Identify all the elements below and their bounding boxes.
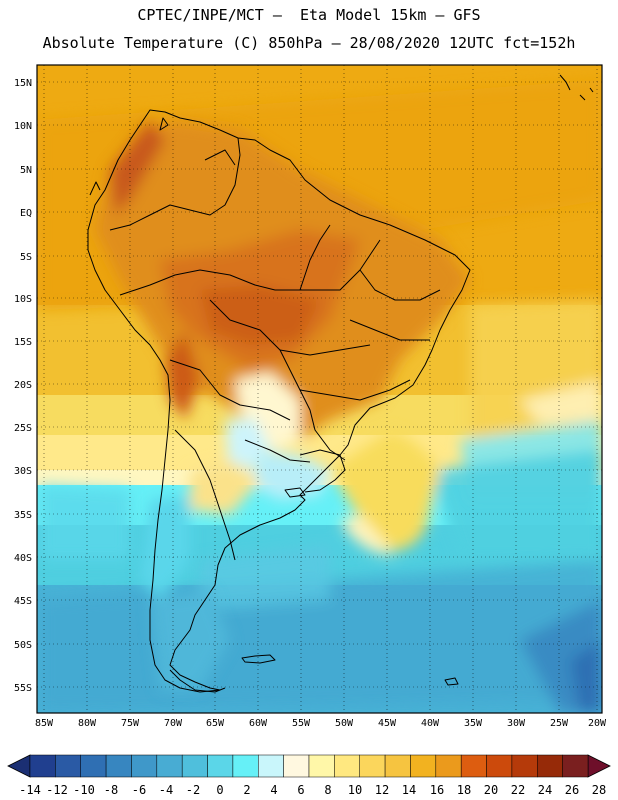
colorbar-tick: 24 (538, 783, 552, 797)
colorbar-tick: 20 (484, 783, 498, 797)
colorbar-low-arrow (7, 754, 31, 778)
colorbar-tick: 18 (457, 783, 471, 797)
lon-label: 75W (121, 718, 140, 729)
colorbar-tick: 22 (511, 783, 525, 797)
lat-label: 40S (14, 553, 32, 564)
colorbar-swatch (486, 754, 513, 778)
lon-label: 55W (292, 718, 311, 729)
lat-label: 30S (14, 466, 32, 477)
lon-label: 50W (335, 718, 354, 729)
title-line-2: Absolute Temperature (C) 850hPa – 28/08/… (42, 34, 576, 52)
colorbar-tick: -6 (132, 783, 146, 797)
lat-label: 5N (20, 165, 32, 176)
colorbar-high-arrow (587, 754, 611, 778)
colorbar-swatch (181, 754, 208, 778)
lat-label: 45S (14, 596, 32, 607)
colorbar-swatch (156, 754, 183, 778)
lon-label: 20W (588, 718, 607, 729)
colorbar-tick: 12 (375, 783, 389, 797)
colorbar-tick: -4 (159, 783, 173, 797)
temperature-field (37, 65, 602, 713)
colorbar-tick: -8 (104, 783, 118, 797)
colorbar-tick: 26 (565, 783, 579, 797)
latitude-labels: 15N 10N 5N EQ 5S 10S 15S 20S 25S 30S 35S… (14, 78, 32, 694)
lat-label: 10N (14, 121, 32, 132)
title-line-1: CPTEC/INPE/MCT – Eta Model 15km – GFS (137, 6, 481, 24)
lat-label: 15S (14, 337, 32, 348)
colorbar-swatch (55, 754, 81, 778)
colorbar-swatch (207, 754, 234, 778)
colorbar-swatch (105, 754, 132, 778)
lat-label: 25S (14, 423, 32, 434)
lon-label: 30W (507, 718, 526, 729)
colorbar-swatch (283, 754, 310, 778)
colorbar-swatch (537, 754, 563, 778)
colorbar-tick: 6 (297, 783, 304, 797)
colorbar-swatch (562, 754, 589, 778)
colorbar-swatch (460, 754, 487, 778)
colorbar-swatch (131, 754, 158, 778)
colorbar-swatch (232, 754, 259, 778)
colorbar-tick: -2 (186, 783, 200, 797)
lon-label: 45W (378, 718, 397, 729)
colorbar-swatch (435, 754, 462, 778)
colorbar: -14 -12 -10 -8 -6 -4 -2 0 2 4 6 8 10 12 … (7, 754, 611, 797)
colorbar-swatch (410, 754, 437, 778)
colorbar-swatch (258, 754, 284, 778)
lat-label: 10S (14, 294, 32, 305)
lat-label: 5S (20, 252, 32, 263)
colorbar-swatch (80, 754, 107, 778)
colorbar-swatch (384, 754, 411, 778)
lon-label: 25W (550, 718, 569, 729)
lon-label: 70W (164, 718, 183, 729)
lat-label: 15N (14, 78, 32, 89)
colorbar-swatch (308, 754, 335, 778)
lat-label: 55S (14, 683, 32, 694)
colorbar-swatch (359, 754, 386, 778)
lat-label: EQ (20, 208, 32, 219)
lat-lon-grid (37, 65, 602, 713)
colorbar-tick: 16 (430, 783, 444, 797)
lon-label: 40W (421, 718, 440, 729)
colorbar-tick: -14 (19, 783, 41, 797)
lon-label: 65W (206, 718, 225, 729)
coastline (87, 74, 594, 693)
lat-label: 35S (14, 510, 32, 521)
lat-label: 20S (14, 380, 32, 391)
colorbar-tick: 14 (402, 783, 416, 797)
colorbar-tick: 2 (243, 783, 250, 797)
colorbar-tick: -12 (46, 783, 68, 797)
lat-label: 50S (14, 640, 32, 651)
colorbar-swatch (29, 754, 56, 778)
lon-label: 60W (249, 718, 268, 729)
colorbar-tick: 0 (216, 783, 223, 797)
colorbar-tick: 8 (324, 783, 331, 797)
colorbar-tick: 10 (348, 783, 362, 797)
map-frame (36, 64, 603, 714)
longitude-labels: 85W 80W 75W 70W 65W 60W 55W 50W 45W 40W … (35, 718, 607, 729)
colorbar-swatch (334, 754, 360, 778)
colorbar-swatch (511, 754, 538, 778)
colorbar-tick: 28 (592, 783, 606, 797)
lon-label: 85W (35, 718, 54, 729)
lon-label: 35W (464, 718, 483, 729)
colorbar-tick: 4 (270, 783, 277, 797)
lon-label: 80W (78, 718, 97, 729)
colorbar-tick: -10 (73, 783, 95, 797)
